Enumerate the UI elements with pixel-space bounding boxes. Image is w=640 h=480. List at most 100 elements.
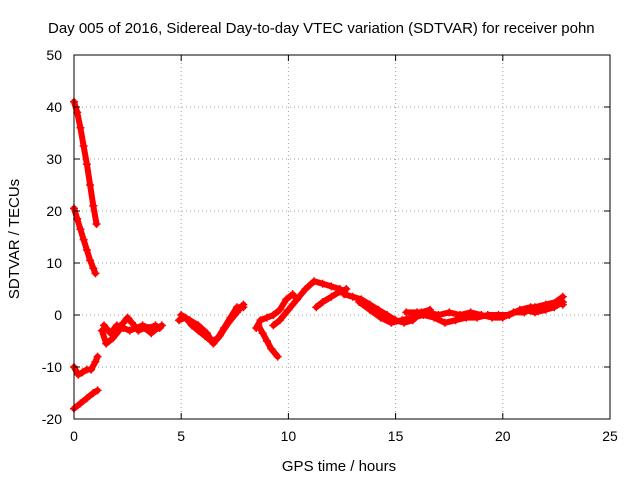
data-point [310,277,319,286]
data-point [520,305,529,314]
axis-ticks: 0 5 10 15 20 25 -20 -10 0 10 20 30 40 50 [42,47,618,444]
data-point [301,285,310,293]
series-arc-8 [177,300,248,348]
y-tick-label: 10 [46,255,62,271]
data-point [541,305,550,314]
x-tick-label: 25 [602,428,618,444]
data-point [79,235,88,244]
data-point [215,331,224,340]
y-tick-label: 40 [46,99,62,115]
data-point [119,324,128,332]
data-point [82,394,91,403]
plot-frame [73,54,611,420]
grid [74,55,610,419]
data-point [82,246,91,254]
data-point [342,285,351,293]
data-point [76,399,85,408]
data-point [79,142,88,150]
series-arc-5 [97,313,166,348]
series-arc-4 [70,386,102,413]
data-point [91,269,100,278]
data-point [423,308,432,317]
data-point [258,329,267,338]
series-arc-1 [70,97,101,228]
data-point [194,321,203,330]
data-point [498,313,507,322]
series-arc-16 [520,298,567,317]
data-point [123,313,132,322]
data-point [102,339,111,348]
data-point [466,308,475,317]
data-point [312,303,321,312]
data-point [106,329,115,338]
data-point [132,324,141,332]
x-axis-label: GPS time / hours [282,458,396,475]
data-point [340,290,349,299]
data-point [82,160,91,169]
data-point [76,123,85,132]
data-point [402,308,411,317]
data-point [509,308,518,317]
y-tick-label: -20 [42,411,62,427]
data-point [477,311,486,319]
data-point [275,305,284,314]
data-point [550,303,559,312]
data-point [348,292,357,301]
data-point [262,337,271,345]
data-point [202,329,211,338]
y-axis-label: SDTVAR / TECUs [6,179,23,299]
data-point [93,352,102,361]
x-tick-label: 10 [281,428,297,444]
series-line [403,299,566,321]
data-point [445,308,454,317]
data-point [254,321,263,330]
data-point [488,313,497,322]
data-point [327,282,336,291]
y-tick-label: -10 [42,359,62,375]
data-point [89,389,98,397]
data-point [434,311,443,319]
series-arc-11 [269,277,349,330]
chart-title: Day 005 of 2016, Sidereal Day-to-day VTE… [48,20,595,37]
x-tick-label: 0 [70,428,78,444]
data-point [275,316,284,325]
data-point [273,352,282,361]
data-point [530,308,539,317]
data-point [209,339,218,348]
data-point [224,318,233,327]
data-point [147,329,156,338]
data-point [155,324,164,332]
y-tick-label: 30 [46,151,62,167]
data-point [335,287,344,296]
data-point [451,316,460,325]
data-point [269,311,278,319]
data-point [327,292,336,301]
series-line [101,322,163,337]
data-point [74,370,83,379]
x-tick-label: 15 [388,428,404,444]
data-point [239,300,248,309]
data-point [387,318,396,327]
data-point [92,220,101,228]
data-point [413,308,422,317]
data-point [398,316,407,325]
data-point [355,298,364,306]
data-point [145,324,154,332]
data-point [73,214,82,223]
data-point [125,326,134,335]
data-point [93,386,102,395]
data-point [100,321,109,330]
x-tick-label: 20 [495,428,511,444]
data-point [262,313,271,322]
data-point [269,321,278,330]
data-point [318,298,327,306]
data-point [232,308,241,317]
series-arc-10 [254,321,282,361]
data-point [86,256,95,265]
data-point [108,334,117,343]
y-tick-label: 50 [46,47,62,63]
data-point [558,298,567,306]
data-point [127,318,136,327]
series-line [270,278,348,329]
